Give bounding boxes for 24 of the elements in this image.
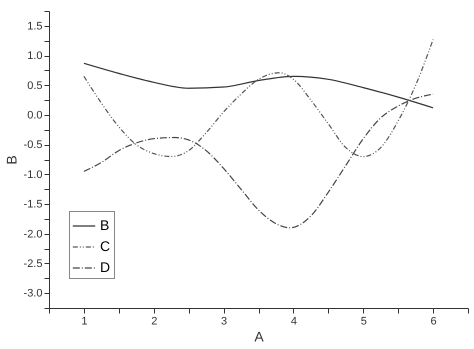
legend-label: D <box>100 259 110 275</box>
x-tick-label: 1 <box>81 316 88 328</box>
y-tick-label: -1.5 <box>24 198 42 211</box>
y-tick-label: -0.5 <box>24 139 42 152</box>
x-axis-title: A <box>254 328 264 344</box>
y-tick-label: -3.0 <box>24 288 42 300</box>
x-tick-label: 4 <box>290 316 297 328</box>
y-tick-label: -2.0 <box>24 228 42 240</box>
line-series <box>83 38 434 158</box>
y-tick-label: 1.0 <box>27 50 42 62</box>
x-tick-label: 5 <box>360 316 367 328</box>
legend-label: B <box>100 217 110 233</box>
y-tick-label: -2.5 <box>24 258 42 270</box>
y-tick-label: 1.5 <box>27 20 42 32</box>
x-tick-label: 2 <box>151 316 158 328</box>
y-tick-label: 0.0 <box>27 109 42 122</box>
y-tick-label: -1.0 <box>24 168 42 181</box>
x-tick-label: 6 <box>430 316 437 328</box>
line-series <box>83 94 434 228</box>
y-axis-title: B <box>4 155 20 165</box>
line-series <box>83 62 434 108</box>
legend-label: C <box>100 238 110 254</box>
y-tick-label: 0.5 <box>27 80 42 92</box>
x-tick-label: 3 <box>221 316 228 328</box>
